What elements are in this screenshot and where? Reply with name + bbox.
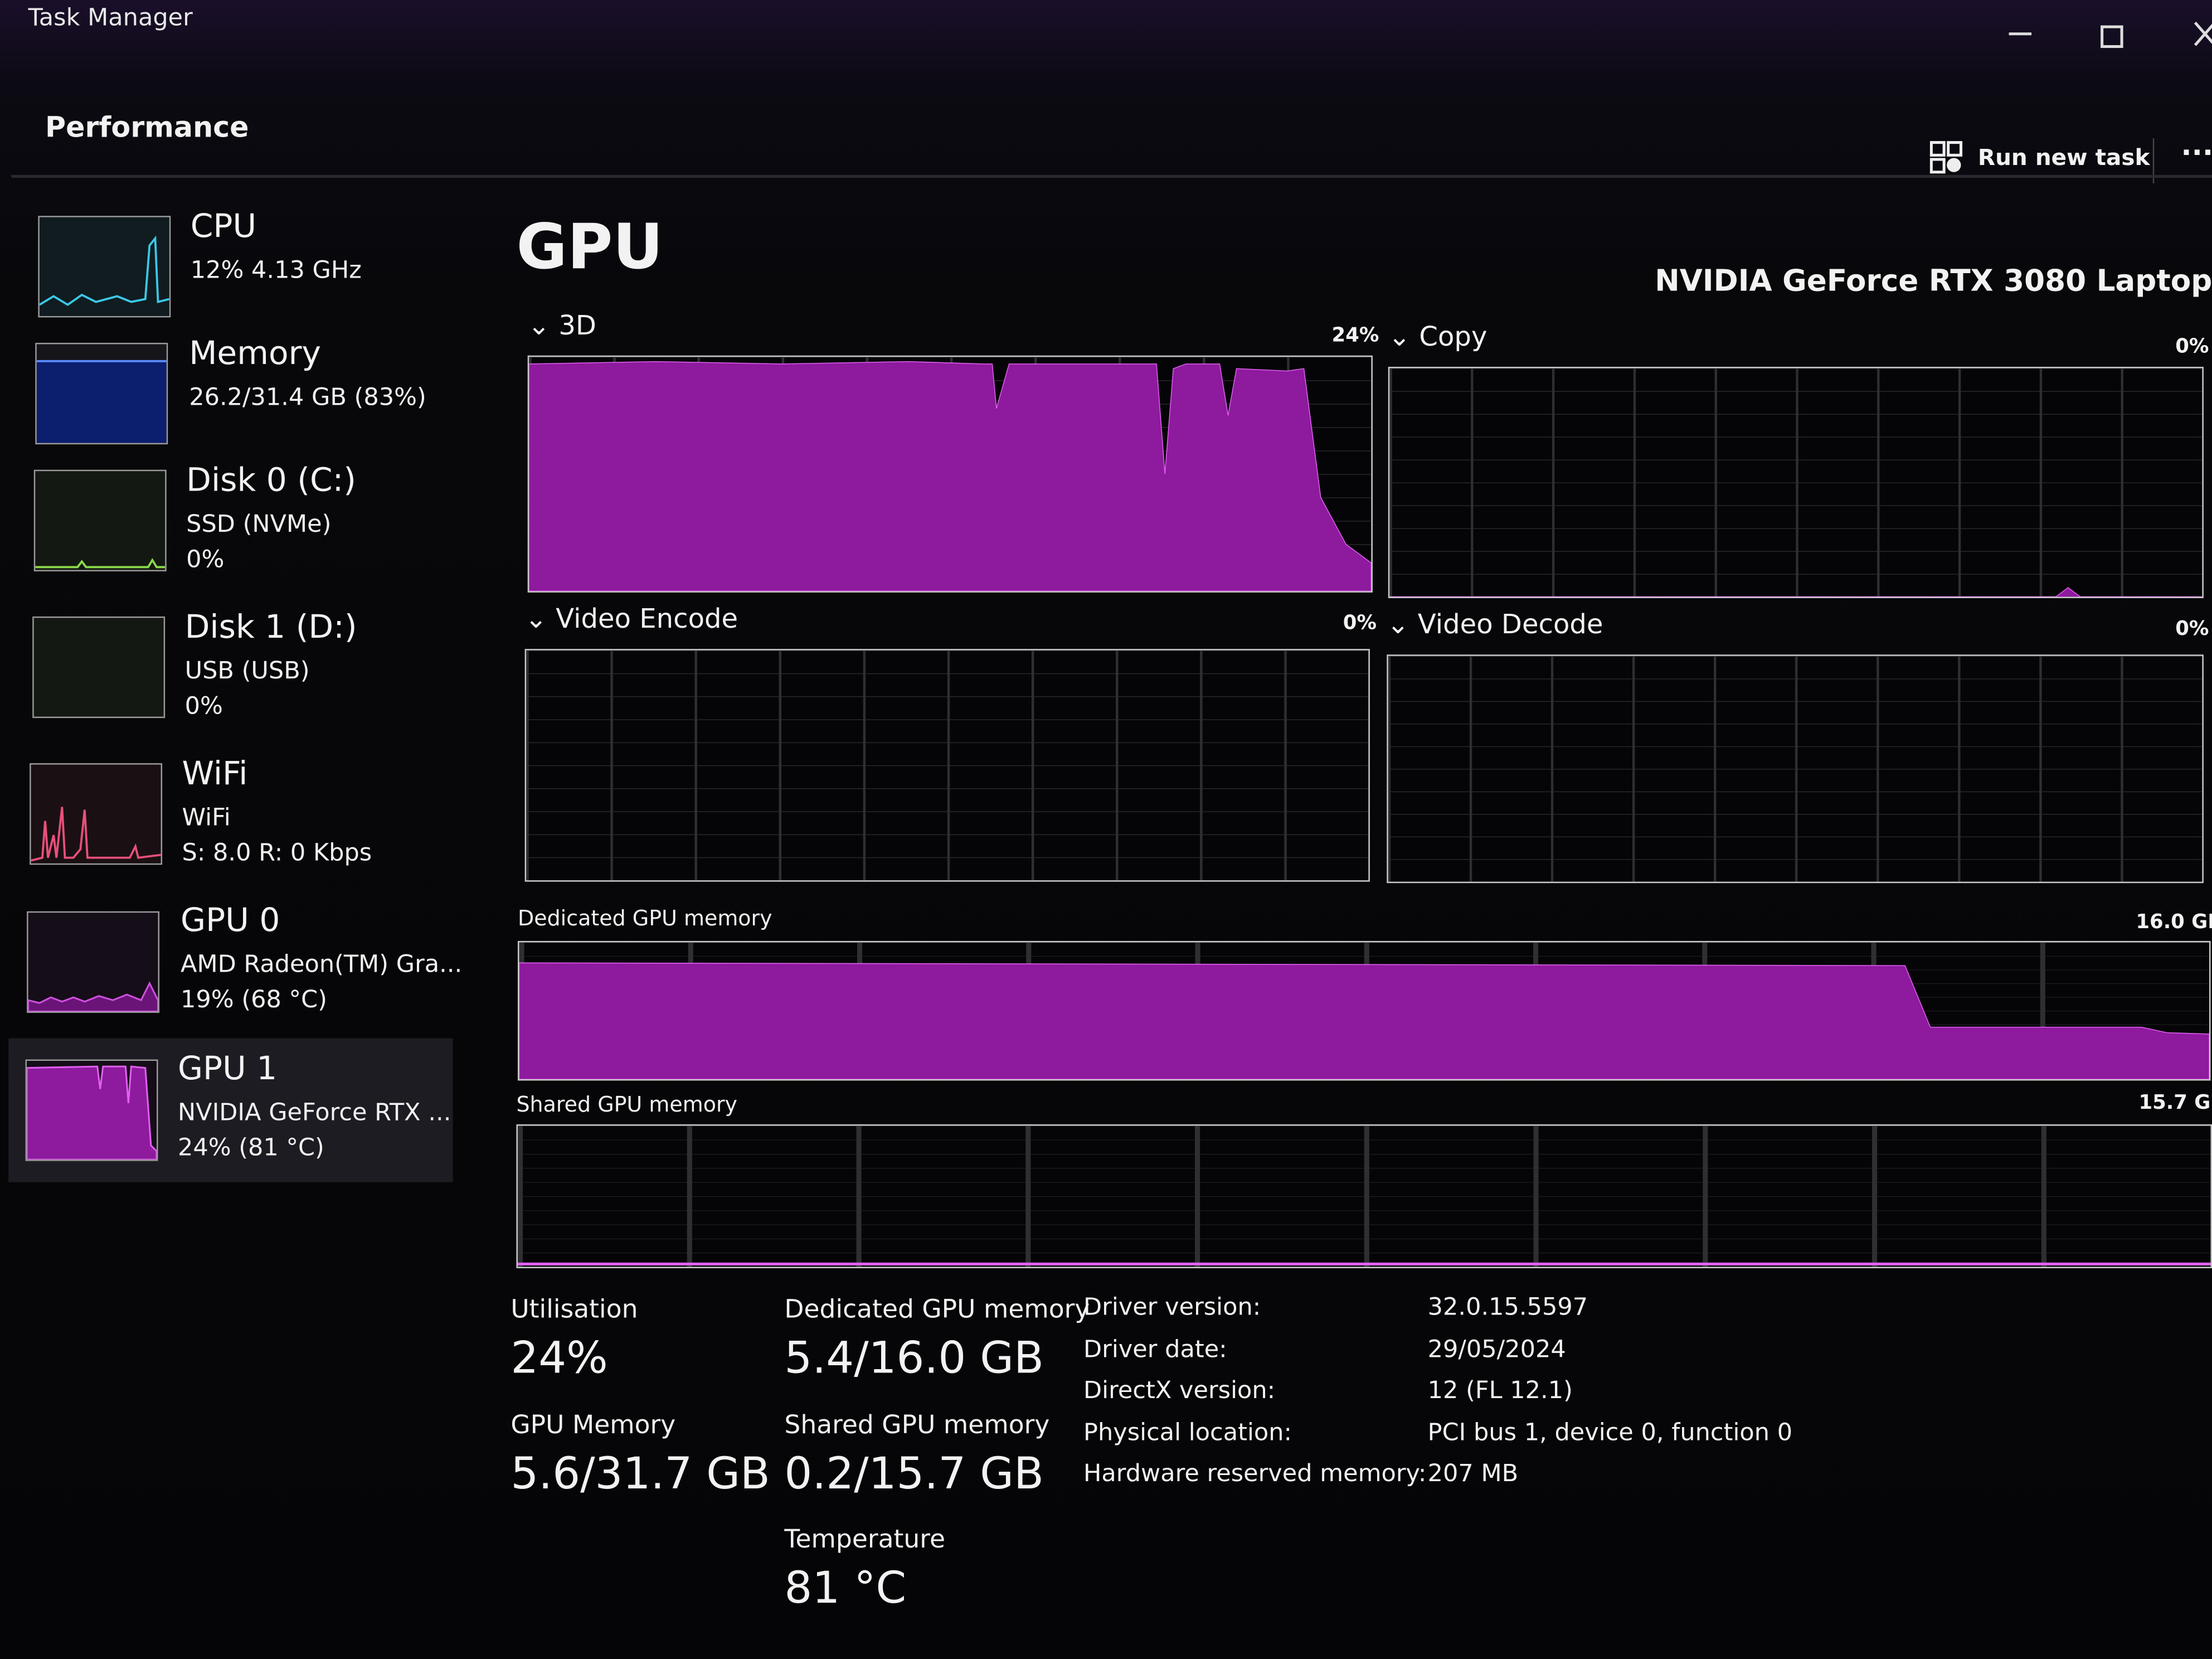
- detail-label: Driver date:: [1083, 1335, 1227, 1364]
- close-button[interactable]: [2194, 21, 2212, 46]
- stat-label: GPU Memory: [511, 1410, 676, 1440]
- run-new-task-button[interactable]: Run new task: [1977, 144, 2150, 171]
- memory-thumbnail: [35, 342, 168, 445]
- chevron: ⌄: [527, 310, 559, 342]
- sidebar-item-name: Disk 0 (C:): [186, 463, 356, 499]
- detail-value: 207 MB: [1427, 1460, 1519, 1488]
- stat-value: 24%: [511, 1333, 608, 1384]
- graph-video-encode: [524, 649, 1370, 882]
- usage-area: [519, 963, 2209, 1079]
- usage-area: [1389, 588, 2203, 596]
- memory-graph-max: 15.7 GB: [2138, 1092, 2212, 1115]
- detail-value: 12 (FL 12.1): [1427, 1376, 1573, 1405]
- graph-video-decode-plot: [1388, 656, 2203, 882]
- sidebar-item-detail: 0%: [184, 692, 223, 721]
- graph-video-encode-plot: [526, 650, 1369, 881]
- disk1-thumbnail: [32, 616, 166, 719]
- graph-value: 0%: [2175, 618, 2209, 641]
- run-task-icon: [1929, 141, 1963, 174]
- sidebar-item-detail: 19% (68 °C): [181, 986, 327, 1015]
- graph-label-text: 3D: [558, 310, 596, 342]
- gpu1-thumbnail: [25, 1059, 158, 1161]
- more-button[interactable]: ···: [2181, 135, 2212, 169]
- graph-dedicated-memory-plot: [519, 942, 2210, 1079]
- memory-graph-max: 16.0 GB: [2136, 911, 2212, 934]
- stat-label: Temperature: [784, 1525, 946, 1555]
- sidebar-item-name: CPU: [190, 208, 257, 246]
- graph-label[interactable]: ⌄ 3D: [528, 311, 596, 342]
- sidebar-item-name: Memory: [189, 336, 321, 373]
- usage-area: [529, 362, 1372, 591]
- detail-label: Physical location:: [1083, 1418, 1292, 1447]
- gpu-title: GPU: [516, 211, 663, 284]
- sidebar-item-detail: 26.2/31.4 GB (83%): [189, 384, 426, 412]
- graph-video-decode: [1387, 654, 2204, 884]
- disk0-thumbnail: [33, 469, 167, 571]
- stat-value: 5.4/16.0 GB: [784, 1333, 1044, 1384]
- gpu0-thumbnail: [27, 911, 160, 1013]
- stat-value: 0.2/15.7 GB: [784, 1448, 1044, 1500]
- stat-value: 5.6/31.7 GB: [511, 1448, 770, 1500]
- stat-label: Utilisation: [511, 1295, 638, 1325]
- detail-value: PCI bus 1, device 0, function 0: [1427, 1418, 1793, 1447]
- sidebar-item-name: WiFi: [182, 756, 248, 793]
- stat-label: Dedicated GPU memory: [784, 1295, 1090, 1325]
- divider: [2152, 138, 2155, 183]
- chevron: ⌄: [524, 604, 556, 635]
- graph-dedicated-memory: [517, 940, 2211, 1081]
- window-title: Task Manager: [28, 4, 193, 33]
- graph-value: 0%: [1343, 612, 1377, 635]
- graph-shared-memory: [516, 1124, 2212, 1269]
- detail-label: Driver version:: [1083, 1293, 1261, 1322]
- sidebar-item-detail: USB (USB): [184, 657, 310, 686]
- gpu-device-name: NVIDIA GeForce RTX 3080 Laptop GPU: [1655, 264, 2212, 298]
- cpu-thumbnail: [38, 216, 171, 318]
- graph-label[interactable]: ⌄ Video Decode: [1387, 609, 1603, 641]
- graph-shared-memory-plot: [517, 1126, 2211, 1267]
- memory-graph-label: Shared GPU memory: [516, 1092, 738, 1118]
- sidebar-item-detail: NVIDIA GeForce RTX ...: [177, 1099, 451, 1127]
- graph-label[interactable]: ⌄ Copy: [1388, 322, 1487, 353]
- sidebar-item-name: GPU 1: [177, 1051, 278, 1088]
- detail-label: DirectX version:: [1083, 1376, 1276, 1405]
- graph-copy: [1388, 366, 2204, 598]
- stat-label: Shared GPU memory: [784, 1410, 1050, 1440]
- detail-value: 29/05/2024: [1427, 1335, 1566, 1364]
- graph-3d-plot: [529, 357, 1372, 591]
- sidebar-item-detail: SSD (NVMe): [186, 511, 332, 539]
- wifi-thumbnail: [30, 763, 163, 865]
- graph-label-text: Video Encode: [556, 604, 738, 635]
- graph-copy-plot: [1389, 368, 2203, 597]
- sidebar-item-detail: S: 8.0 R: 0 Kbps: [182, 839, 372, 868]
- graph-3d: [527, 355, 1373, 593]
- graph-value: 24%: [1331, 324, 1379, 347]
- memory-graph-label: Dedicated GPU memory: [517, 905, 772, 932]
- graph-label-text: Video Decode: [1417, 609, 1603, 641]
- graph-value: 0%: [2175, 336, 2209, 358]
- graph-label-text: Copy: [1419, 321, 1487, 353]
- window-controls: [2009, 21, 2212, 48]
- header-separator: [11, 174, 2212, 178]
- graph-label[interactable]: ⌄ Video Encode: [525, 604, 738, 635]
- stat-value: 81 °C: [784, 1563, 907, 1614]
- sidebar-item-name: GPU 0: [181, 903, 280, 940]
- maximize-button[interactable]: [2101, 25, 2123, 48]
- chevron: ⌄: [1387, 609, 1418, 641]
- sidebar-item-detail: AMD Radeon(TM) Gra...: [181, 950, 463, 979]
- sidebar-item-detail: 12% 4.13 GHz: [190, 256, 362, 285]
- sidebar-item-detail: 24% (81 °C): [177, 1134, 324, 1163]
- page-title: Performance: [45, 110, 249, 144]
- detail-label: Hardware reserved memory:: [1083, 1460, 1427, 1488]
- detail-value: 32.0.15.5597: [1427, 1293, 1588, 1322]
- sidebar-item-detail: WiFi: [182, 804, 231, 833]
- sidebar-item-name: Disk 1 (D:): [184, 609, 357, 647]
- chevron: ⌄: [1388, 321, 1419, 353]
- sidebar-item-detail: 0%: [186, 546, 225, 574]
